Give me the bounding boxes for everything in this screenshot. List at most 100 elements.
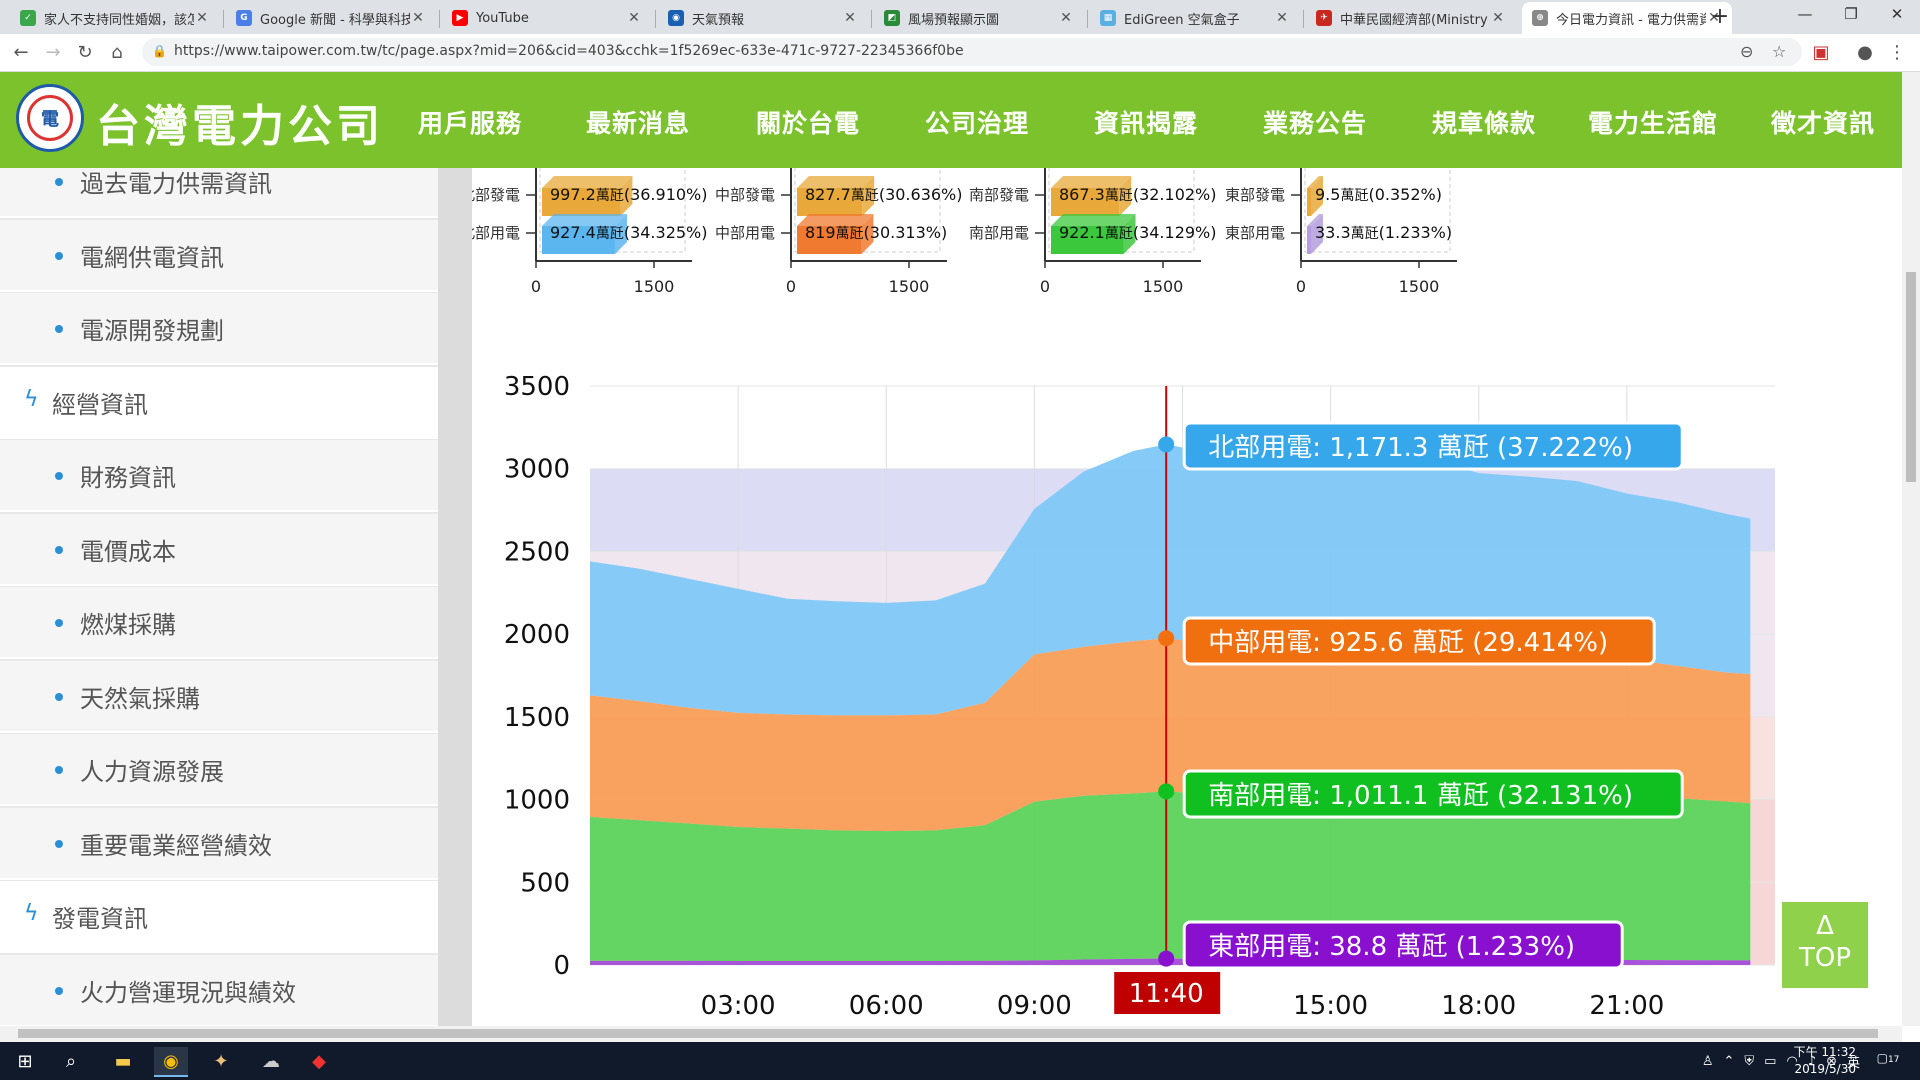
bar-value-label: 33.3萬瓩(1.233%) — [1315, 223, 1452, 242]
close-window-button[interactable]: ✕ — [1890, 5, 1904, 23]
url-text[interactable]: https://www.taipower.com.tw/tc/page.aspx… — [174, 43, 964, 59]
nav-item[interactable]: 關於台電 — [756, 109, 861, 138]
bar-paren-open: ( — [624, 223, 630, 242]
sidebar-item[interactable]: 火力營運現況與績效 — [0, 954, 438, 1026]
clock-date: 2019/5/30 — [1794, 1062, 1856, 1076]
minimize-button[interactable]: — — [1797, 5, 1813, 23]
close-tab-icon[interactable]: ✕ — [1708, 10, 1720, 26]
nav-item[interactable]: 最新消息 — [586, 109, 691, 138]
close-tab-icon[interactable]: ✕ — [1492, 10, 1504, 26]
app-icon[interactable]: ◆ — [312, 1050, 326, 1072]
menu-icon[interactable]: ⋮ — [1888, 42, 1906, 63]
browser-tab[interactable]: ▶ YouTube ✕ — [442, 2, 652, 34]
person-icon[interactable]: ♙ — [1701, 1053, 1714, 1069]
bar — [1051, 226, 1124, 254]
close-tab-icon[interactable]: ✕ — [1060, 10, 1072, 26]
nav-item[interactable]: 業務公告 — [1263, 109, 1368, 138]
browser-tab[interactable]: ▦ EdiGreen 空氣盒子 ✕ — [1090, 2, 1300, 34]
bar-side-face — [861, 214, 874, 254]
bar — [1307, 188, 1311, 216]
bookmark-star-icon[interactable]: ☆ — [1772, 42, 1787, 61]
file-explorer-icon[interactable]: ▬ — [114, 1050, 132, 1072]
sidebar-item[interactable]: 重要電業經營績效 — [0, 807, 438, 880]
maximize-button[interactable]: ❐ — [1844, 5, 1858, 23]
tab-title: 家人不支持同性婚姻，該怎 — [44, 12, 194, 28]
taipower-logo[interactable]: 電 — [16, 84, 84, 152]
bar-value: 867.3 — [1059, 185, 1105, 204]
clock[interactable]: 下午 11:32 2019/5/30 — [1786, 1044, 1856, 1078]
browser-tab[interactable]: ✓ 家人不支持同性婚姻，該怎 ✕ — [10, 2, 220, 34]
volume-icon[interactable]: ♪ — [1807, 1053, 1817, 1069]
nav-item[interactable]: 徵才資訊 — [1771, 109, 1876, 138]
bar-value: 9.5 — [1315, 185, 1340, 204]
region-bar-group: 北部發電997.2萬瓩(36.910%)北部用電927.4萬瓩(34.325%)… — [472, 168, 708, 296]
close-tab-icon[interactable]: ✕ — [196, 10, 208, 26]
bar-axis-tick-label: 1500 — [889, 277, 930, 296]
search-icon[interactable]: ⌕ — [65, 1050, 77, 1072]
nav-item[interactable]: 規章條款 — [1432, 109, 1537, 138]
app-icon[interactable]: ☁ — [262, 1050, 280, 1072]
home-icon[interactable]: ⌂ — [111, 42, 123, 63]
bar — [797, 188, 863, 216]
sidebar-item[interactable]: 過去電力供需資訊 — [0, 168, 438, 218]
bar-side-face — [1123, 214, 1136, 254]
sidebar-item[interactable]: 燃煤採購 — [0, 587, 438, 659]
back-icon[interactable]: ← — [13, 42, 29, 63]
app-icon[interactable]: ✦ — [213, 1050, 229, 1072]
windows-start-icon[interactable]: ⊞ — [17, 1050, 33, 1072]
bar-paren-close: ) — [941, 223, 947, 242]
ime-mode-icon[interactable]: 英 — [1846, 1055, 1860, 1071]
bar — [797, 226, 862, 254]
sidebar-item[interactable]: ϟ 發電資訊 — [0, 881, 438, 953]
nav-item[interactable]: 電力生活館 — [1588, 109, 1719, 138]
close-tab-icon[interactable]: ✕ — [1276, 10, 1288, 26]
scrollbar-thumb[interactable] — [1906, 272, 1916, 482]
bar-paren-open: ( — [1368, 185, 1374, 204]
close-tab-icon[interactable]: ✕ — [844, 10, 856, 26]
profile-icon[interactable]: ● — [1857, 42, 1873, 63]
notification-count: 17 — [1887, 1055, 1900, 1065]
sidebar-item[interactable]: 人力資源發展 — [0, 734, 438, 806]
scrollbar-thumb[interactable] — [18, 1029, 1878, 1038]
tab-title: 天氣預報 — [692, 12, 745, 28]
vertical-scrollbar[interactable] — [1902, 72, 1920, 1026]
logo-text[interactable]: 台灣電力公司 — [96, 101, 384, 152]
browser-tab[interactable]: ◉ 天氣預報 ✕ — [658, 2, 868, 34]
back-to-top-button[interactable]: Δ TOP — [1782, 902, 1868, 988]
extension-icon[interactable]: ▣ — [1812, 42, 1830, 63]
sidebar-item[interactable]: 電網供電資訊 — [0, 219, 438, 292]
system-tray: ♙ ⌃ ⛨ ▭ ◠ ♪ ⊗ 英 — [1702, 1042, 1860, 1080]
browser-tab[interactable]: ◩ 風場預報顯示圖 ✕ — [874, 2, 1084, 34]
sidebar-item[interactable]: ϟ 經營資訊 — [0, 366, 438, 439]
sidebar-item-label: 經營資訊 — [52, 390, 148, 419]
nav-item[interactable]: 公司治理 — [925, 109, 1030, 138]
horizontal-scrollbar[interactable] — [0, 1026, 1902, 1042]
chevron-up-icon[interactable]: ⌃ — [1723, 1053, 1735, 1069]
chrome-icon[interactable]: ◉ — [154, 1047, 188, 1077]
reload-icon[interactable]: ↻ — [77, 42, 93, 63]
new-tab-button[interactable]: + — [1710, 4, 1730, 29]
wifi-icon[interactable]: ◠ — [1786, 1053, 1798, 1069]
nav-item[interactable]: 用戶服務 — [418, 109, 523, 138]
notification-icon[interactable]: ▢17 — [1876, 1051, 1900, 1065]
bar-value-label: 827.7萬瓩(30.636%) — [805, 185, 963, 204]
sidebar-item[interactable]: 天然氣採購 — [0, 660, 438, 733]
bar-paren-open: ( — [864, 223, 870, 242]
nav-item[interactable]: 資訊揭露 — [1094, 109, 1199, 138]
sidebar-item[interactable]: 電源開發規劃 — [0, 293, 438, 365]
browser-tab[interactable]: ✈ 中華民國經濟部(Ministry of ✕ — [1306, 2, 1516, 34]
zoom-icon[interactable]: ⊖ — [1740, 42, 1754, 61]
ime-icon[interactable]: ⊗ — [1826, 1053, 1837, 1069]
url-field[interactable]: 🔒 https://www.taipower.com.tw/tc/page.as… — [142, 38, 1802, 66]
forward-icon[interactable]: → — [45, 42, 61, 63]
sidebar-item[interactable]: 財務資訊 — [0, 440, 438, 512]
sidebar-item-label: 發電資訊 — [52, 905, 148, 933]
browser-tab[interactable]: ⊕ 今日電力資訊 - 電力供需資 ✕ — [1522, 2, 1732, 34]
close-tab-icon[interactable]: ✕ — [628, 10, 640, 26]
browser-tab[interactable]: G Google 新聞 - 科學與科技 ✕ — [226, 2, 436, 34]
bar-axis-tick-label: 1500 — [1399, 277, 1440, 296]
battery-icon[interactable]: ▭ — [1764, 1053, 1777, 1069]
close-tab-icon[interactable]: ✕ — [412, 10, 424, 26]
shield-icon[interactable]: ⛨ — [1744, 1053, 1755, 1069]
sidebar-item[interactable]: 電價成本 — [0, 513, 438, 586]
